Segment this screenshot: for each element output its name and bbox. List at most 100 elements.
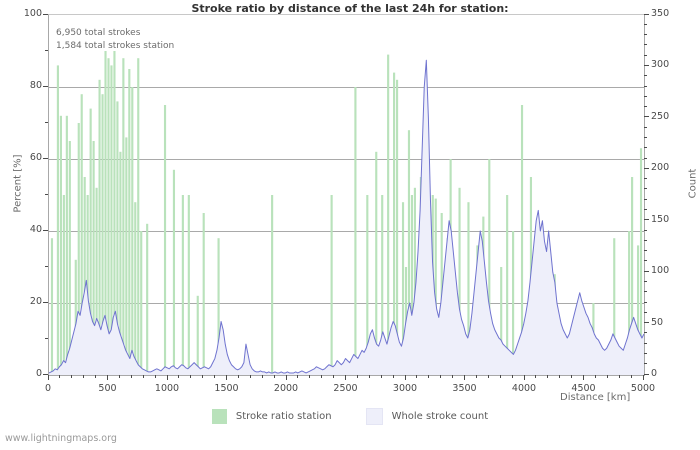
x-axis-minor-tick xyxy=(202,375,204,378)
y-axis-right-tick-label: 50 xyxy=(651,316,664,328)
y-axis-right-tick-label: 350 xyxy=(651,8,670,19)
x-axis-major-tick xyxy=(583,375,584,380)
y-axis-left-minor-tick xyxy=(45,265,48,267)
y-axis-right-minor-tick xyxy=(644,198,647,200)
legend-item[interactable]: Whole stroke count xyxy=(365,408,489,425)
y-axis-left-tick-label: 60 xyxy=(29,152,42,163)
chart-title: Stroke ratio by distance of the last 24h… xyxy=(191,2,509,15)
legend-label: Stroke ratio station xyxy=(235,411,332,422)
x-axis-minor-tick xyxy=(428,375,430,378)
y-axis-right-minor-tick xyxy=(644,280,647,282)
y-axis-right-minor-tick xyxy=(644,239,647,241)
x-axis-tick-label: 3000 xyxy=(392,383,418,394)
y-axis-right-minor-tick xyxy=(644,23,647,25)
y-axis-right-minor-tick xyxy=(644,208,647,210)
y-axis-left-minor-tick xyxy=(45,337,48,339)
y-axis-left-major-tick xyxy=(43,301,48,303)
y-axis-right-minor-tick xyxy=(644,363,647,365)
y-axis-right-minor-tick xyxy=(644,147,647,149)
y-axis-left-minor-tick xyxy=(45,193,48,195)
x-axis-minor-tick xyxy=(261,375,263,378)
y-axis-right-major-tick xyxy=(644,167,649,169)
x-axis-minor-tick xyxy=(297,375,299,378)
y-axis-right-minor-tick xyxy=(644,188,647,190)
y-axis-right-major-tick xyxy=(644,64,649,66)
x-axis-minor-tick xyxy=(273,375,275,378)
plot-area xyxy=(48,14,645,376)
y-axis-left-tick-label: 80 xyxy=(29,80,42,91)
x-axis-major-tick xyxy=(285,375,287,380)
y-axis-left-minor-tick xyxy=(45,121,48,123)
x-axis-minor-tick xyxy=(71,375,73,378)
x-axis-minor-tick xyxy=(83,375,85,378)
y-axis-right-major-tick xyxy=(644,13,649,15)
x-axis-minor-tick xyxy=(214,375,216,378)
y-axis-right-minor-tick xyxy=(644,34,647,36)
x-axis-minor-tick xyxy=(630,375,632,378)
y-axis-right-minor-tick xyxy=(644,157,647,159)
x-axis-minor-tick xyxy=(487,375,489,378)
x-axis-major-tick xyxy=(226,375,227,380)
x-axis-minor-tick xyxy=(416,375,418,378)
x-axis-minor-tick xyxy=(356,375,358,378)
y-axis-right-major-tick xyxy=(644,373,649,375)
y-axis-left-tick-label: 100 xyxy=(23,8,42,19)
y-axis-right-minor-tick xyxy=(644,229,647,231)
x-axis-tick-label: 4000 xyxy=(511,383,537,394)
legend-label: Whole stroke count xyxy=(391,411,489,422)
x-axis-tick-label: 2500 xyxy=(333,383,358,394)
x-axis-title: Distance [km] xyxy=(560,392,631,403)
y-axis-right-major-tick xyxy=(644,322,649,324)
y-axis-left-major-tick xyxy=(43,157,48,159)
y-axis-right-minor-tick xyxy=(644,352,647,354)
annotation-total-strokes-station: 1,584 total strokes station xyxy=(56,41,175,51)
x-axis-minor-tick xyxy=(142,375,144,378)
x-axis-tick-label: 3500 xyxy=(452,383,477,394)
x-axis-major-tick xyxy=(523,375,525,380)
y-axis-left-major-tick xyxy=(43,373,48,375)
x-axis-minor-tick xyxy=(249,375,251,378)
x-axis-tick-label: 0 xyxy=(44,383,52,394)
x-axis-minor-tick xyxy=(178,375,180,378)
y-axis-left-major-tick xyxy=(43,229,48,231)
x-axis-minor-tick xyxy=(547,375,549,378)
y-axis-right-major-tick xyxy=(644,116,649,118)
y-axis-right-title: Count xyxy=(687,168,699,199)
x-axis-minor-tick xyxy=(380,375,382,378)
y-axis-right-minor-tick xyxy=(644,136,647,138)
x-axis-minor-tick xyxy=(511,375,513,378)
x-axis-minor-tick xyxy=(130,375,132,378)
y-axis-right-minor-tick xyxy=(644,75,647,77)
y-axis-right-minor-tick xyxy=(644,44,647,46)
x-axis-tick-label: 5000 xyxy=(630,383,656,394)
y-axis-right-tick-label: 300 xyxy=(651,59,670,71)
area-fill xyxy=(49,60,644,375)
x-axis-minor-tick xyxy=(368,375,370,378)
x-axis-minor-tick xyxy=(309,375,311,378)
y-axis-left-major-tick xyxy=(43,85,48,87)
legend-item[interactable]: Stroke ratio station xyxy=(211,409,332,424)
x-axis-major-tick xyxy=(166,375,168,380)
y-axis-right-minor-tick xyxy=(644,85,647,87)
y-axis-right-minor-tick xyxy=(644,95,647,97)
x-axis-tick-label: 1000 xyxy=(154,383,180,394)
x-axis-minor-tick xyxy=(452,375,454,378)
x-axis-minor-tick xyxy=(333,375,335,378)
y-axis-left-major-tick xyxy=(43,13,48,15)
y-axis-right-tick-label: 200 xyxy=(651,162,670,174)
y-axis-left-tick-label: 20 xyxy=(29,296,42,307)
x-axis-major-tick xyxy=(464,375,465,380)
legend-swatch-icon xyxy=(365,408,383,425)
line-series xyxy=(49,59,644,374)
legend-swatch-icon xyxy=(211,409,227,424)
y-axis-right-minor-tick xyxy=(644,178,647,180)
y-axis-right-tick-label: 150 xyxy=(651,213,670,225)
x-axis-tick-label: 2000 xyxy=(273,383,299,394)
y-axis-right-minor-tick xyxy=(644,260,647,262)
x-axis-minor-tick xyxy=(321,375,323,378)
y-axis-left-tick-label: 0 xyxy=(35,368,42,379)
chart-legend: Stroke ratio station Whole stroke count xyxy=(0,408,700,425)
watermark: www.lightningmaps.org xyxy=(5,433,117,444)
x-axis-minor-tick xyxy=(606,375,608,378)
y-axis-right-minor-tick xyxy=(644,291,647,293)
